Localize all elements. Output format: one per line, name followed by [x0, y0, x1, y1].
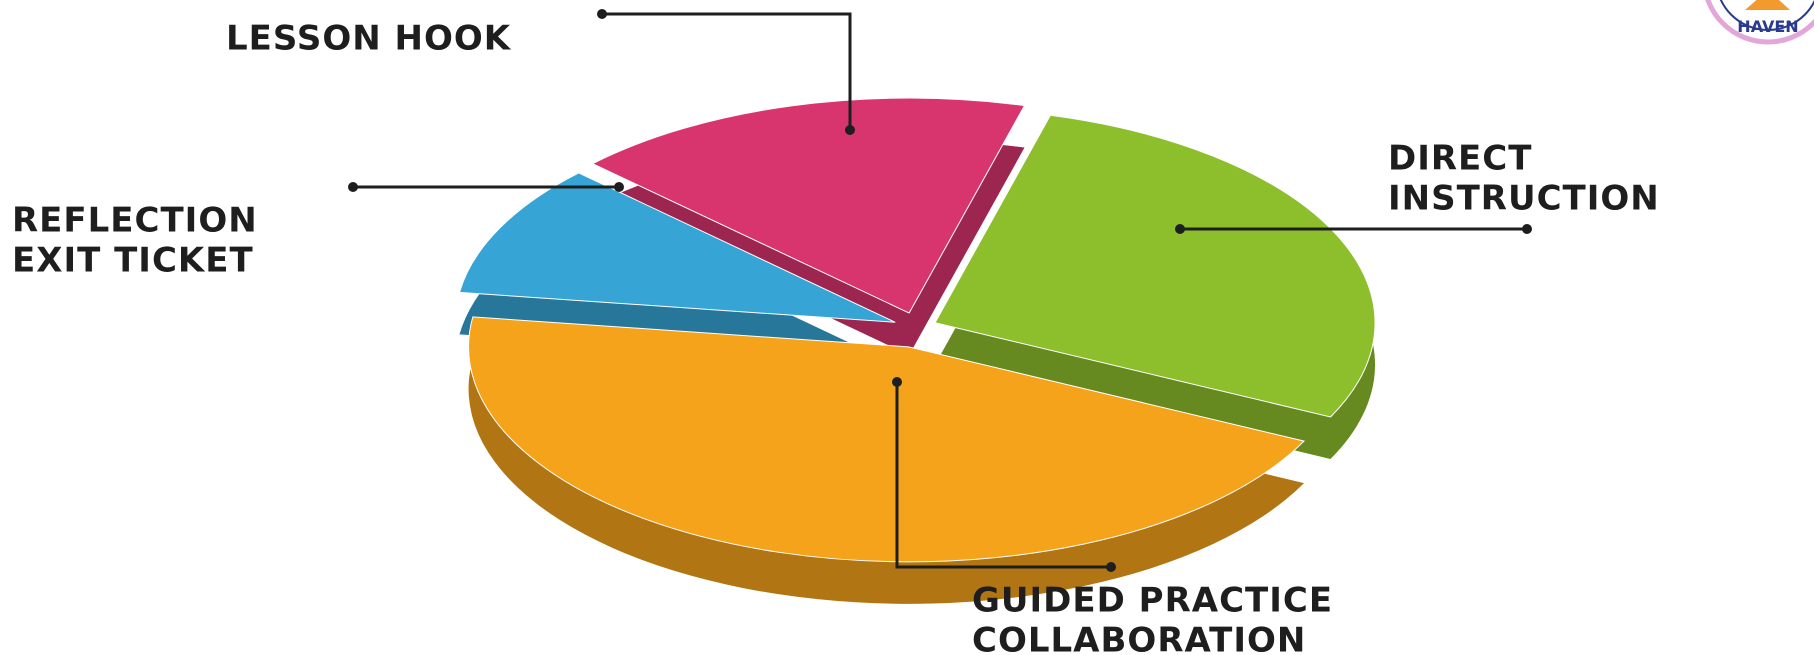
- leader-dot: [614, 182, 624, 192]
- slice-label: EXIT TICKET: [12, 241, 254, 281]
- leader-dot: [348, 182, 358, 192]
- leader-dot: [1106, 562, 1116, 572]
- slice-label: GUIDED PRACTICE: [972, 581, 1333, 621]
- leader-dot: [1522, 224, 1532, 234]
- slice-label: COLLABORATION: [972, 621, 1306, 655]
- logo: HAVEN: [1705, 0, 1814, 45]
- slice: [934, 114, 1376, 418]
- leader-dot: [892, 377, 902, 387]
- slice: [458, 172, 896, 323]
- leader-dot: [1175, 224, 1185, 234]
- leader-line: [602, 12, 852, 130]
- slice-tops: [458, 97, 1376, 563]
- logo-text: HAVEN: [1737, 17, 1798, 36]
- logo-icon: [1745, 0, 1790, 10]
- leader-line: [895, 382, 1111, 569]
- logo-ring: [1719, 0, 1814, 31]
- slice-label: REFLECTION: [12, 201, 258, 241]
- slice: [468, 316, 1306, 563]
- slice-label: LESSON HOOK: [226, 19, 512, 59]
- slice-label: DIRECT: [1388, 139, 1532, 179]
- slice-label: INSTRUCTION: [1388, 179, 1660, 219]
- slice: [591, 97, 1026, 314]
- leader-dot: [597, 9, 607, 19]
- leader-dot: [845, 125, 855, 135]
